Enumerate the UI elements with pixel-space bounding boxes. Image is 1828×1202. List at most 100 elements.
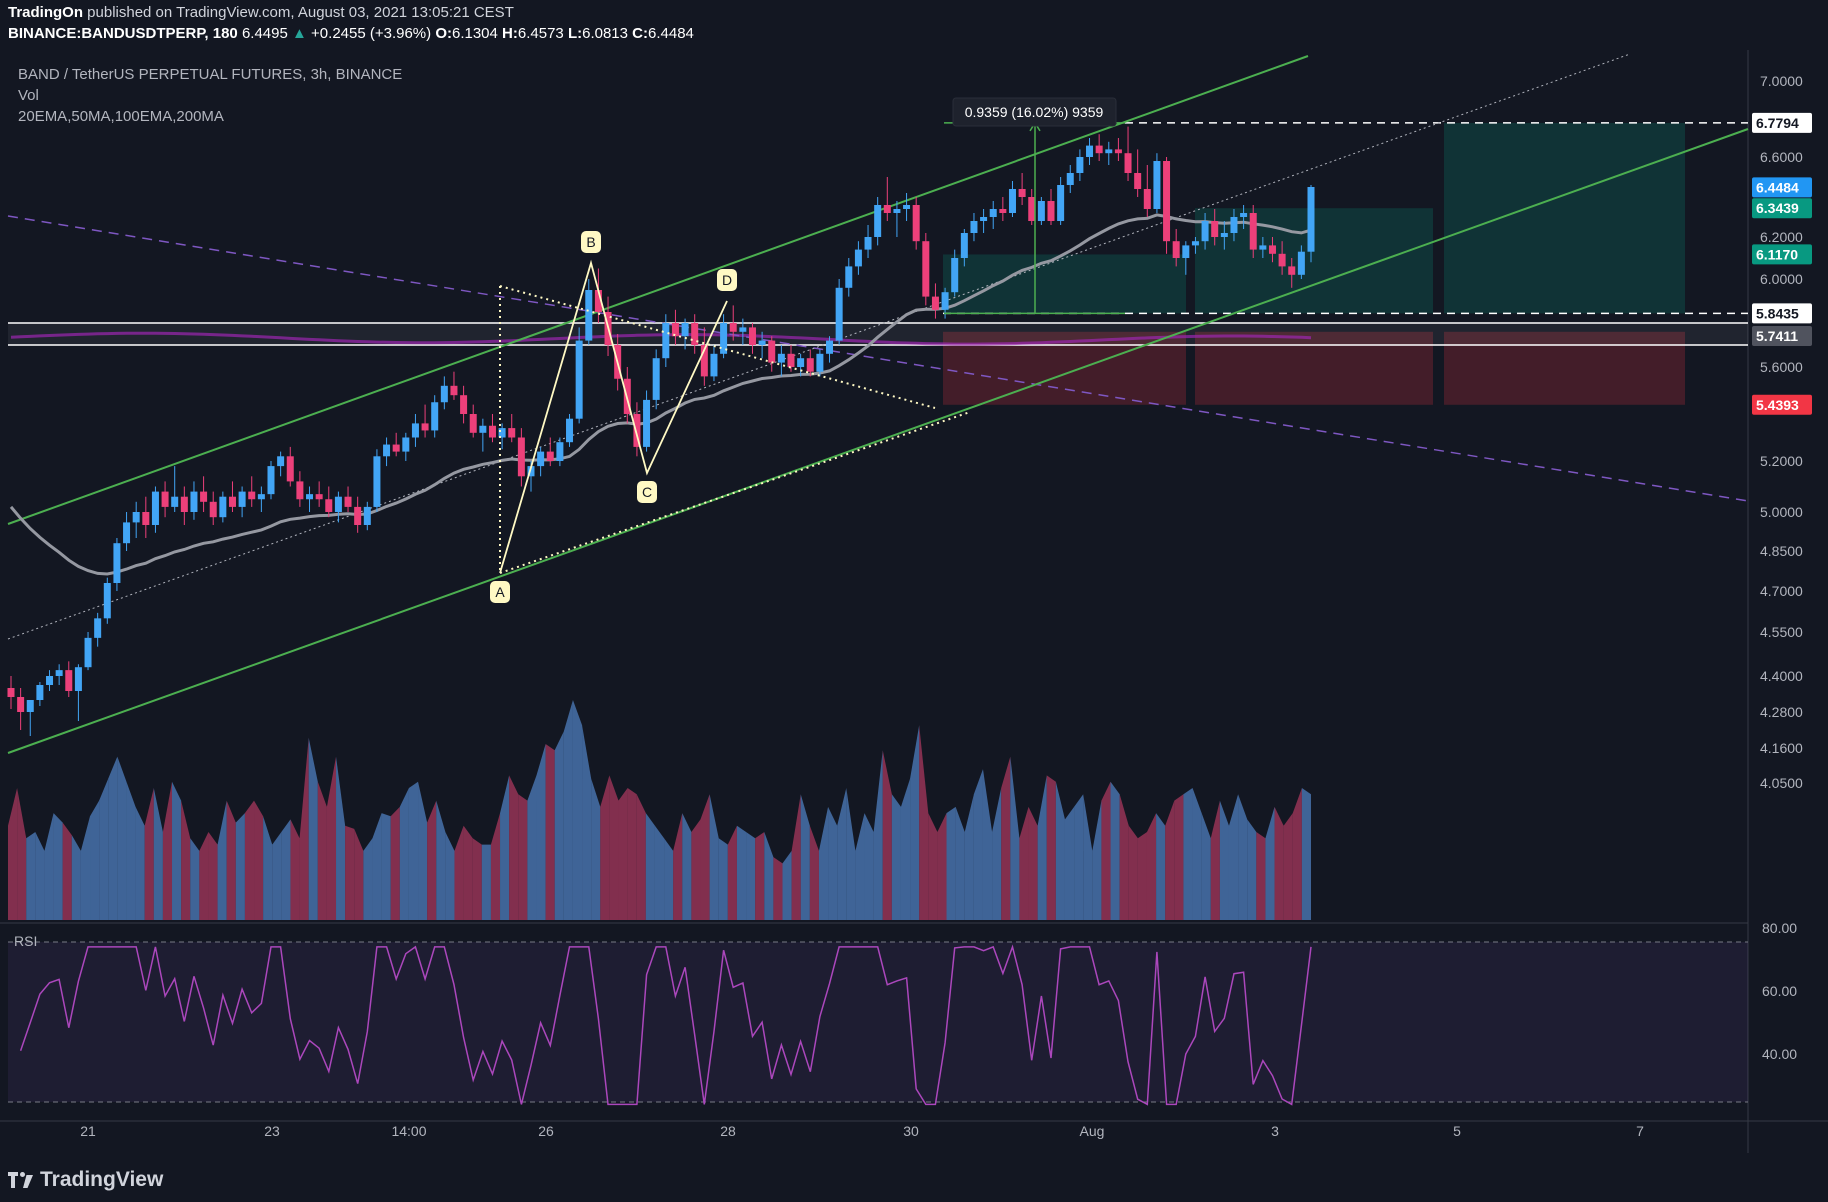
volume-bar bbox=[955, 806, 965, 920]
price-tick-label: 5.0000 bbox=[1760, 504, 1803, 520]
volume-bar bbox=[645, 813, 655, 920]
volume-bar bbox=[445, 832, 455, 920]
ema-line bbox=[9, 213, 1312, 576]
volume-bar bbox=[928, 813, 938, 920]
candle-body bbox=[951, 258, 959, 293]
volume-bar bbox=[1083, 794, 1093, 920]
candle-body bbox=[431, 402, 439, 431]
volume-bar bbox=[718, 838, 728, 920]
volume-bar bbox=[527, 775, 537, 920]
candle-body bbox=[893, 209, 901, 213]
candle-body bbox=[1163, 161, 1171, 242]
channel-mid bbox=[7, 53, 1631, 640]
price-tick-label: 4.7000 bbox=[1760, 583, 1803, 599]
volume-bar bbox=[481, 844, 491, 920]
candle-body bbox=[787, 353, 795, 367]
ma-legend[interactable]: 20EMA,50MA,100EMA,200MA bbox=[18, 108, 224, 125]
candle-body bbox=[1076, 157, 1084, 173]
volume-bar bbox=[317, 781, 327, 920]
volume-bar bbox=[982, 769, 993, 920]
volume-bar bbox=[919, 725, 929, 920]
volume-bar bbox=[627, 788, 637, 920]
volume-bar bbox=[591, 778, 601, 920]
volume-bar bbox=[673, 813, 683, 920]
descending-trendline bbox=[7, 215, 1749, 502]
volume-bar bbox=[654, 825, 665, 920]
price-label: 6.4484 bbox=[1752, 177, 1812, 198]
volume-bar bbox=[463, 825, 473, 920]
candle-body bbox=[517, 437, 525, 477]
symbol-name[interactable]: BINANCE:BANDUSDTPERP, 180 bbox=[8, 25, 238, 42]
pattern-guide bbox=[499, 411, 971, 574]
up-arrow-icon: ▲ bbox=[292, 25, 307, 42]
candle-body bbox=[806, 358, 814, 372]
candle-body bbox=[729, 323, 737, 332]
candle-body bbox=[1259, 245, 1267, 250]
candle-body bbox=[383, 444, 391, 457]
candle-body bbox=[267, 466, 275, 495]
low-value: 6.0813 bbox=[582, 25, 628, 42]
time-tick-label: 21 bbox=[80, 1123, 96, 1139]
volume-legend[interactable]: Vol bbox=[18, 87, 39, 104]
volume-bar bbox=[1092, 800, 1102, 920]
volume-bar bbox=[345, 825, 355, 920]
svg-text:6.7794: 6.7794 bbox=[1756, 115, 1799, 131]
candle-body bbox=[113, 543, 121, 583]
candle-body bbox=[209, 501, 217, 518]
low-label: L: bbox=[567, 25, 583, 42]
candle-body bbox=[36, 685, 44, 700]
candle-body bbox=[854, 249, 862, 267]
volume-bar bbox=[17, 788, 27, 920]
volume-bar bbox=[208, 832, 218, 920]
pattern-point-d: D bbox=[717, 269, 737, 291]
candle-body bbox=[123, 522, 131, 544]
candle-body bbox=[691, 323, 699, 345]
volume-bar bbox=[746, 832, 756, 920]
candle-body bbox=[1086, 145, 1094, 157]
candle-body bbox=[671, 323, 679, 337]
time-tick-label: 28 bbox=[720, 1123, 736, 1139]
price-tick-label: 4.4000 bbox=[1760, 668, 1803, 684]
rsi-legend[interactable]: RSI bbox=[14, 933, 38, 949]
volume-bar bbox=[910, 725, 920, 920]
candle-body bbox=[1066, 173, 1074, 185]
volume-bar bbox=[1001, 756, 1011, 920]
volume-bar bbox=[1156, 813, 1166, 920]
candle-body bbox=[768, 340, 776, 363]
time-tick-label: 5 bbox=[1453, 1123, 1461, 1139]
volume-bar bbox=[1238, 794, 1248, 920]
candle-body bbox=[392, 444, 400, 452]
volume-bar bbox=[172, 781, 182, 920]
volume-bar bbox=[973, 769, 983, 920]
candle-body bbox=[989, 209, 997, 217]
pattern-point-c: C bbox=[637, 481, 657, 503]
volume-bar bbox=[62, 822, 72, 920]
candle-body bbox=[652, 358, 660, 400]
rsi-band-fill bbox=[8, 942, 1748, 1102]
volume-bar bbox=[381, 813, 391, 920]
volume-bar bbox=[181, 800, 191, 920]
volume-bar bbox=[782, 850, 792, 920]
volume-bar bbox=[1146, 813, 1157, 920]
candle-body bbox=[575, 340, 583, 419]
candle-body bbox=[1278, 253, 1286, 267]
publisher-name[interactable]: TradingOn bbox=[8, 4, 83, 21]
support-band bbox=[8, 323, 1748, 345]
volume-bar bbox=[1019, 806, 1029, 920]
volume-bar bbox=[736, 825, 747, 920]
volume-bar bbox=[135, 806, 145, 920]
candle-body bbox=[1211, 221, 1219, 237]
volume-bar bbox=[809, 825, 819, 920]
price-tick-label: 6.2000 bbox=[1760, 229, 1803, 245]
rsi-tick-label: 40.00 bbox=[1762, 1046, 1797, 1062]
price-chart[interactable]: A B C D 0.9359 (16.02%) 9359 7.0000 6.6000 6.20… bbox=[0, 50, 1828, 1155]
volume-bar bbox=[509, 775, 519, 920]
time-tick-label: 7 bbox=[1636, 1123, 1644, 1139]
candle-body bbox=[373, 456, 381, 507]
candle-body bbox=[777, 353, 785, 363]
volume-bar bbox=[609, 775, 619, 920]
tradingview-footer[interactable]: TradingView bbox=[8, 1168, 163, 1192]
chart-title[interactable]: BAND / TetherUS PERPETUAL FUTURES, 3h, B… bbox=[18, 66, 403, 83]
candle-body bbox=[720, 323, 728, 354]
stop-zone bbox=[1195, 331, 1433, 405]
